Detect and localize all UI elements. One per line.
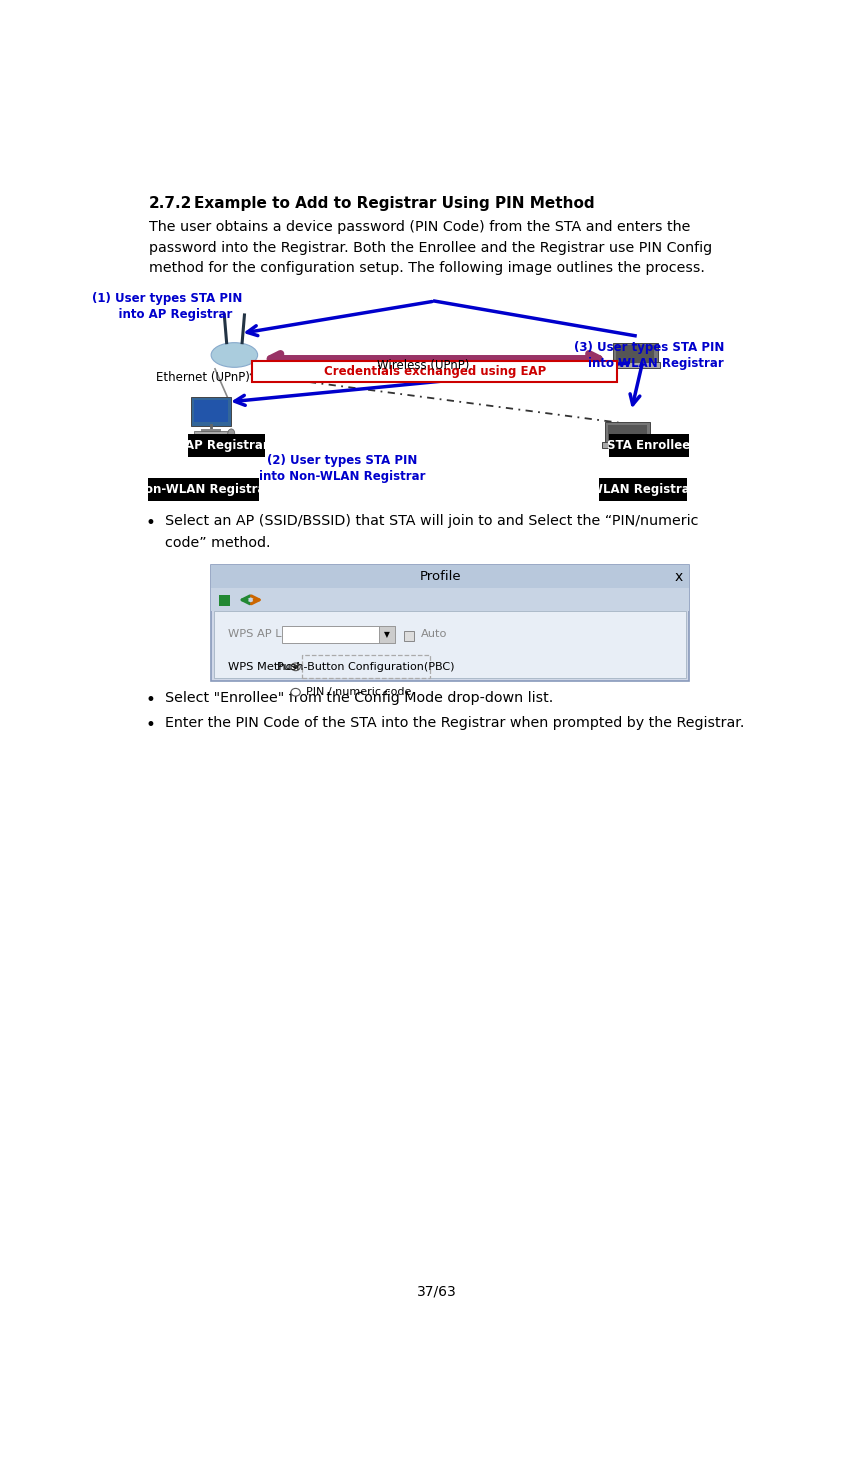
Bar: [214, 611, 686, 677]
Text: Ethernet (UPnP): Ethernet (UPnP): [157, 372, 250, 384]
Text: STA Enrollee: STA Enrollee: [607, 440, 691, 452]
Bar: [194, 431, 228, 438]
Text: password into the Registrar. Both the Enrollee and the Registrar use PIN Config: password into the Registrar. Both the En…: [149, 241, 712, 255]
Text: 2.7.2: 2.7.2: [149, 196, 193, 211]
FancyBboxPatch shape: [252, 362, 617, 382]
Text: WPS Method: WPS Method: [228, 661, 300, 672]
Text: Select "Enrollee" from the Config Mode drop-down list.: Select "Enrollee" from the Config Mode d…: [164, 691, 553, 706]
Bar: [211, 565, 689, 589]
Bar: [211, 589, 689, 611]
Bar: [404, 630, 414, 641]
Text: Non-WLAN Registrar: Non-WLAN Registrar: [135, 483, 272, 496]
FancyBboxPatch shape: [610, 362, 660, 369]
Text: WLAN Registrar: WLAN Registrar: [590, 483, 695, 496]
Text: ▼: ▼: [384, 630, 390, 639]
Ellipse shape: [211, 342, 257, 368]
FancyBboxPatch shape: [599, 478, 687, 502]
Bar: [219, 595, 230, 607]
Bar: [608, 425, 647, 441]
Text: Wireless (UPnP): Wireless (UPnP): [377, 359, 469, 372]
FancyBboxPatch shape: [211, 565, 689, 680]
Text: Enter the PIN Code of the STA into the Registrar when prompted by the Registrar.: Enter the PIN Code of the STA into the R…: [164, 716, 744, 731]
Ellipse shape: [227, 430, 235, 438]
FancyBboxPatch shape: [608, 434, 689, 458]
Text: (2) User types STA PIN
into Non-WLAN Registrar: (2) User types STA PIN into Non-WLAN Reg…: [259, 455, 425, 483]
Text: AP Registrar: AP Registrar: [185, 440, 268, 452]
Ellipse shape: [291, 688, 300, 697]
Text: •: •: [145, 691, 155, 710]
FancyBboxPatch shape: [605, 422, 650, 446]
FancyBboxPatch shape: [188, 434, 265, 458]
Text: (3) User types STA PIN
into WLAN Registrar: (3) User types STA PIN into WLAN Registr…: [573, 341, 724, 370]
Bar: [145, 286, 728, 503]
Text: x: x: [674, 570, 682, 583]
Bar: [379, 626, 394, 644]
FancyBboxPatch shape: [613, 342, 658, 366]
Text: Select an AP (SSID/BSSID) that STA will join to and Select the “PIN/numeric: Select an AP (SSID/BSSID) that STA will …: [164, 514, 698, 528]
Bar: [194, 400, 228, 422]
Text: •: •: [145, 514, 155, 533]
Text: Auto: Auto: [421, 629, 447, 639]
Text: WPS AP List: WPS AP List: [228, 629, 296, 639]
Bar: [616, 345, 654, 363]
Text: •: •: [145, 716, 155, 734]
FancyBboxPatch shape: [147, 478, 259, 502]
Text: method for the configuration setup. The following image outlines the process.: method for the configuration setup. The …: [149, 261, 705, 275]
FancyBboxPatch shape: [302, 655, 430, 679]
Text: code” method.: code” method.: [164, 536, 270, 551]
Bar: [201, 430, 222, 432]
FancyBboxPatch shape: [191, 397, 231, 427]
Text: (1) User types STA PIN
    into AP Registrar: (1) User types STA PIN into AP Registrar: [92, 292, 242, 320]
Text: Push-Button Configuration(PBC): Push-Button Configuration(PBC): [278, 661, 455, 672]
FancyBboxPatch shape: [602, 441, 653, 447]
Text: Credentials exchanged using EAP: Credentials exchanged using EAP: [324, 366, 546, 378]
Text: PIN / numeric code: PIN / numeric code: [306, 688, 411, 697]
Ellipse shape: [293, 664, 298, 669]
Ellipse shape: [291, 663, 300, 670]
Text: Example to Add to Registrar Using PIN Method: Example to Add to Registrar Using PIN Me…: [194, 196, 595, 211]
Text: 37/63: 37/63: [417, 1284, 457, 1299]
Bar: [282, 626, 394, 644]
Text: The user obtains a device password (PIN Code) from the STA and enters the: The user obtains a device password (PIN …: [149, 220, 690, 235]
Text: Profile: Profile: [420, 570, 462, 583]
